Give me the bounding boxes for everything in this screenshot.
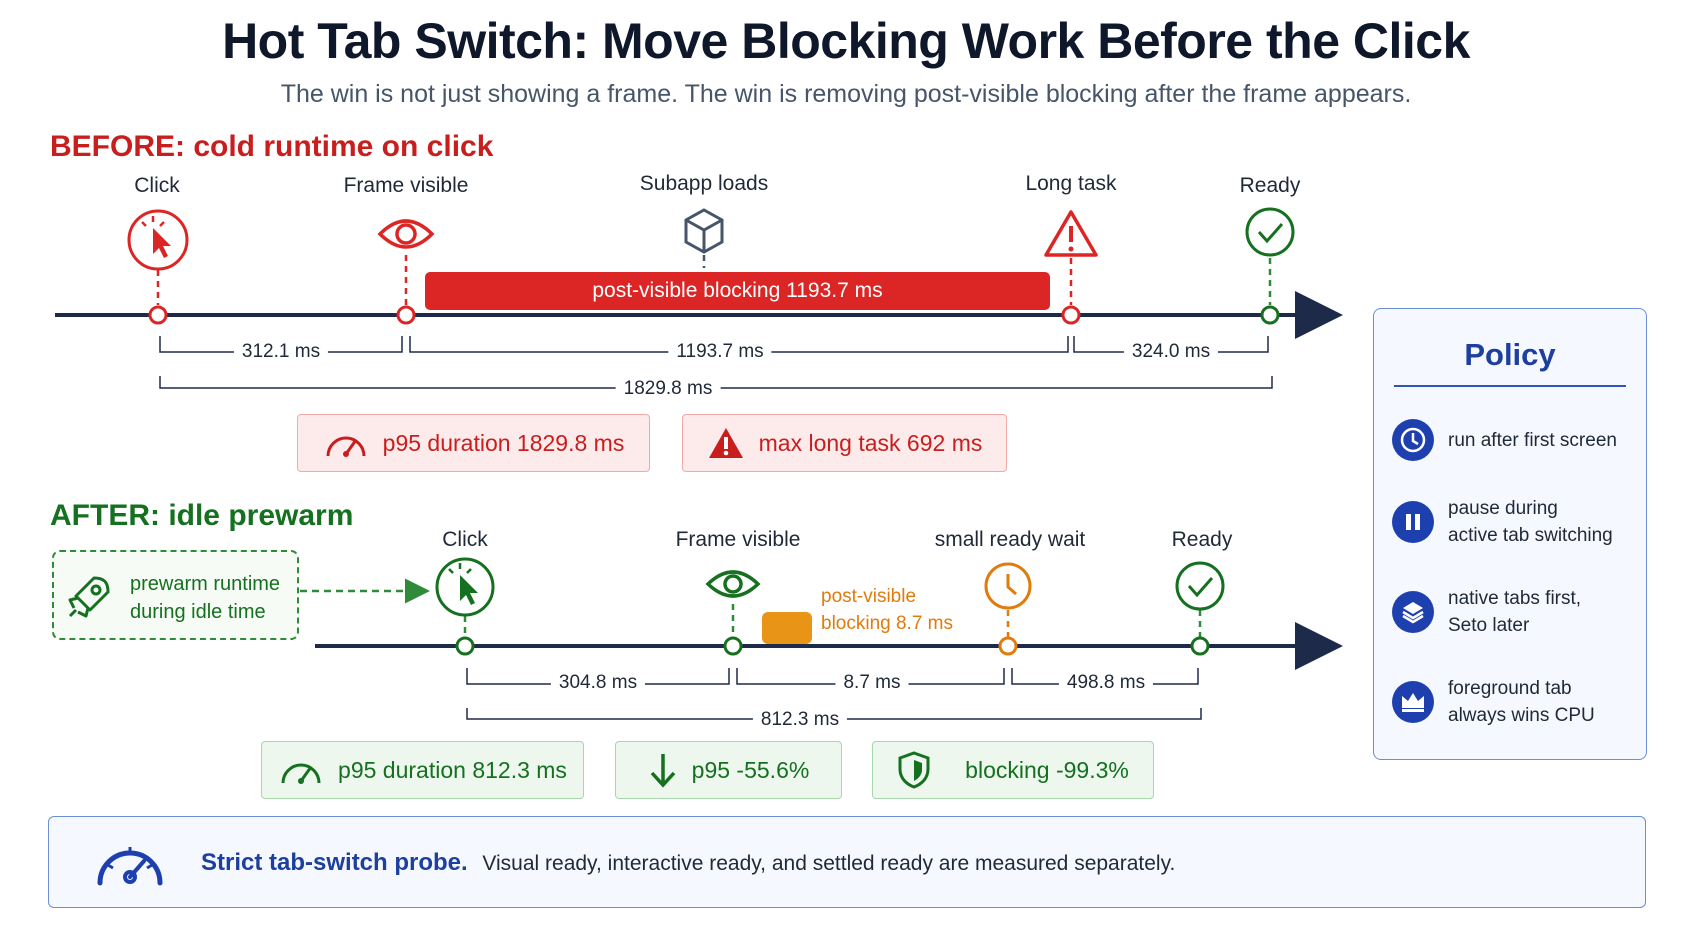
after-total: 812.3 ms — [752, 709, 848, 731]
page-title: Hot Tab Switch: Move Blocking Work Befor… — [222, 13, 1470, 69]
speedometer-icon — [97, 847, 163, 886]
arrow-down-icon — [650, 754, 675, 788]
probe-title: Strict tab-switch probe. — [201, 849, 468, 876]
policy-title: Policy — [1464, 337, 1556, 372]
before-label-frame-visible: Frame visible — [343, 174, 469, 197]
before-metric-p95: p95 duration 1829.8 ms — [297, 414, 650, 472]
after-segment-1: 304.8 ms — [550, 672, 646, 694]
after-label-frame-visible: Frame visible — [675, 528, 801, 551]
policy-item-4: foreground tab always wins CPU — [1392, 675, 1595, 729]
after-label-small-ready-wait: small ready wait — [934, 528, 1086, 551]
before-label-long-task: Long task — [1025, 172, 1117, 195]
after-clock-icon — [984, 562, 1032, 610]
before-segment-2: 1193.7 ms — [668, 341, 772, 363]
after-segment-2: 8.7 ms — [835, 672, 909, 694]
prewarm-line-2: during idle time — [130, 601, 266, 623]
after-label-click: Click — [442, 528, 488, 551]
before-click-icon — [127, 209, 189, 271]
before-total: 1829.8 ms — [615, 378, 721, 400]
after-ready-icon — [1175, 561, 1225, 611]
gauge-icon — [281, 763, 321, 784]
after-blocking-bar — [762, 612, 812, 644]
policy-divider — [1394, 385, 1626, 387]
warning-icon — [708, 428, 743, 458]
after-label-ready: Ready — [1171, 528, 1233, 551]
page-subtitle: The win is not just showing a frame. The… — [280, 80, 1412, 108]
pause-icon — [1392, 501, 1434, 543]
clock-icon — [1392, 419, 1434, 461]
prewarm-line-1: prewarm runtime — [130, 573, 281, 595]
after-eye-icon — [705, 570, 761, 598]
before-label-ready: Ready — [1239, 174, 1301, 197]
after-click-icon — [435, 557, 495, 617]
policy-item-3: native tabs first, Seto later — [1392, 585, 1581, 639]
prewarm-box: prewarm runtime during idle time — [52, 550, 299, 640]
policy-panel: Policy run after first screen pause duri… — [1373, 308, 1647, 760]
before-warning-icon — [1044, 210, 1098, 257]
before-cube-icon — [684, 208, 724, 254]
probe-text: Visual ready, interactive ready, and set… — [482, 852, 1176, 875]
before-heading: BEFORE: cold runtime on click — [50, 130, 494, 163]
before-blocking-bar: post-visible blocking 1193.7 ms — [425, 272, 1050, 310]
before-label-click: Click — [134, 174, 180, 197]
policy-item-2: pause during active tab switching — [1392, 495, 1613, 549]
before-metric-long-task: max long task 692 ms — [682, 414, 1007, 472]
probe-banner: Strict tab-switch probe. Visual ready, i… — [48, 816, 1646, 908]
rocket-icon — [68, 576, 110, 618]
before-label-subapp-loads: Subapp loads — [639, 172, 769, 195]
gauge-icon — [326, 436, 366, 457]
before-segment-1: 312.1 ms — [233, 341, 329, 363]
before-ready-icon — [1245, 207, 1295, 257]
layers-icon — [1392, 591, 1434, 633]
after-heading: AFTER: idle prewarm — [50, 499, 354, 532]
before-eye-icon — [377, 219, 435, 249]
shield-icon — [898, 751, 930, 789]
after-blocking-label: post-visible blocking 8.7 ms — [821, 586, 954, 634]
before-blocking-label: post-visible blocking 1193.7 ms — [592, 279, 883, 302]
after-metric-p95: p95 duration 812.3 ms — [261, 741, 584, 799]
after-segment-3: 498.8 ms — [1058, 672, 1154, 694]
after-metric-improvement: p95 -55.6% — [615, 741, 842, 799]
before-segment-3: 324.0 ms — [1123, 341, 1219, 363]
policy-item-1: run after first screen — [1392, 419, 1617, 461]
crown-icon — [1392, 681, 1434, 723]
after-metric-blocking: blocking -99.3% — [872, 741, 1154, 799]
